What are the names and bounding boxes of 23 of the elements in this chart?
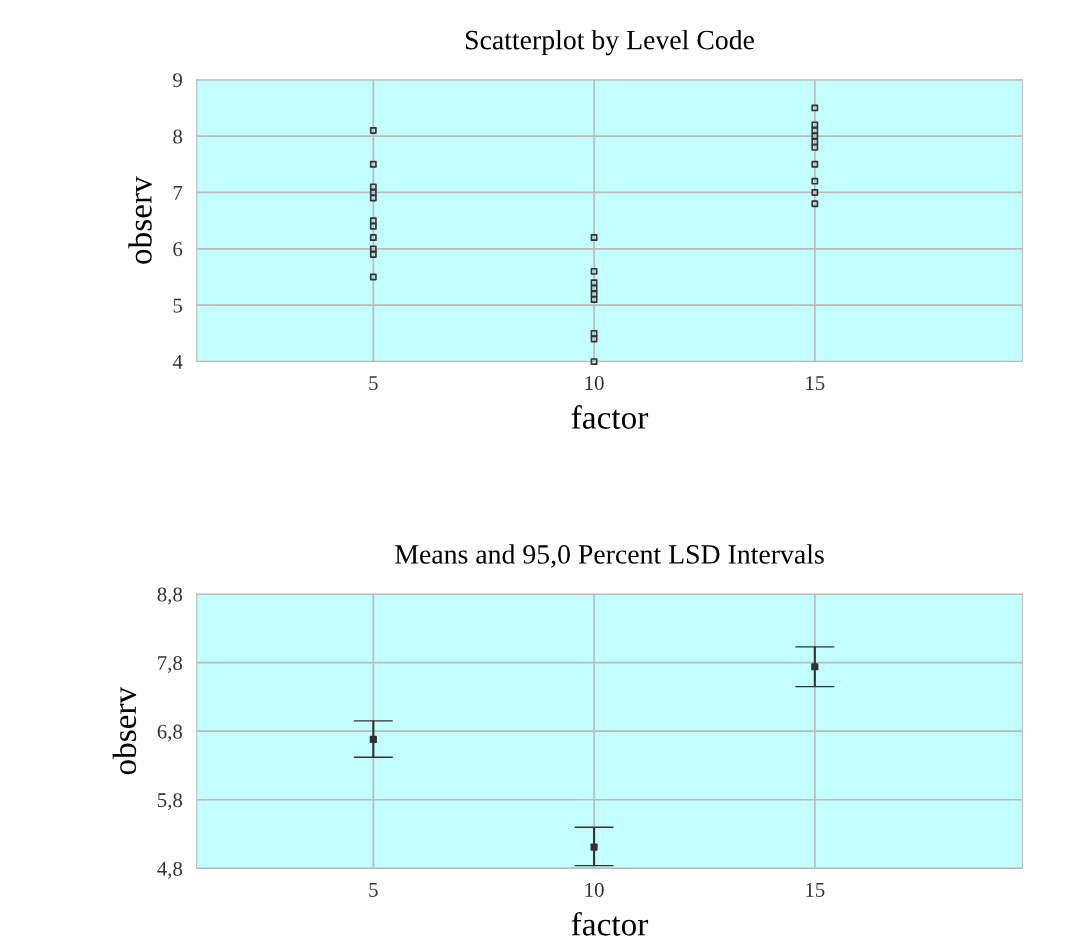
x-axis-title: factor: [571, 911, 649, 936]
y-tick-label: 5,8: [158, 793, 183, 811]
x-tick-label: 10: [585, 376, 604, 391]
y-axis-title: observ: [128, 176, 152, 264]
y-tick-label: 7: [173, 186, 183, 200]
y-tick-label: 8: [173, 129, 183, 144]
chart-title: Means and 95,0 Percent LSD Intervals: [395, 544, 824, 568]
y-tick-label: 9: [173, 73, 182, 88]
y-tick-label: 5: [173, 298, 183, 313]
x-tick-label: 15: [806, 376, 825, 391]
x-tick-label: 10: [585, 882, 604, 897]
x-tick-label: 15: [806, 882, 825, 897]
y-tick-label: 6: [173, 242, 183, 257]
chart-title: Scatterplot by Level Code: [465, 29, 754, 56]
y-axis-title: observ: [112, 686, 137, 775]
x-tick-label: 5: [369, 376, 378, 391]
y-tick-label: 4,8: [157, 861, 183, 879]
y-tick-label: 6,8: [157, 724, 183, 742]
y-tick-label: 8,8: [157, 587, 183, 605]
y-tick-label: 7,8: [158, 656, 183, 674]
y-tick-label: 4: [172, 355, 183, 369]
x-tick-label: 5: [369, 883, 378, 897]
x-axis-title: factor: [571, 405, 649, 429]
